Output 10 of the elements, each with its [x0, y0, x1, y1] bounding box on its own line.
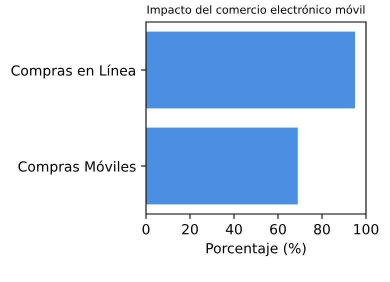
y-tick-label: Compras en Línea — [11, 64, 136, 78]
chart-title: Impacto del comercio electrónico móvil — [148, 4, 364, 16]
x-tick-label: 80 — [314, 224, 330, 234]
x-tick-label: 0 — [142, 224, 150, 234]
x-tick-label: 100 — [354, 224, 378, 234]
x-axis-title: Porcentaje (%) — [206, 242, 306, 256]
x-tick-label: 60 — [270, 224, 286, 234]
x-tick-label: 20 — [182, 224, 198, 234]
y-tick-label: Compras Móviles — [18, 160, 136, 174]
x-tick-label: 40 — [226, 224, 242, 234]
